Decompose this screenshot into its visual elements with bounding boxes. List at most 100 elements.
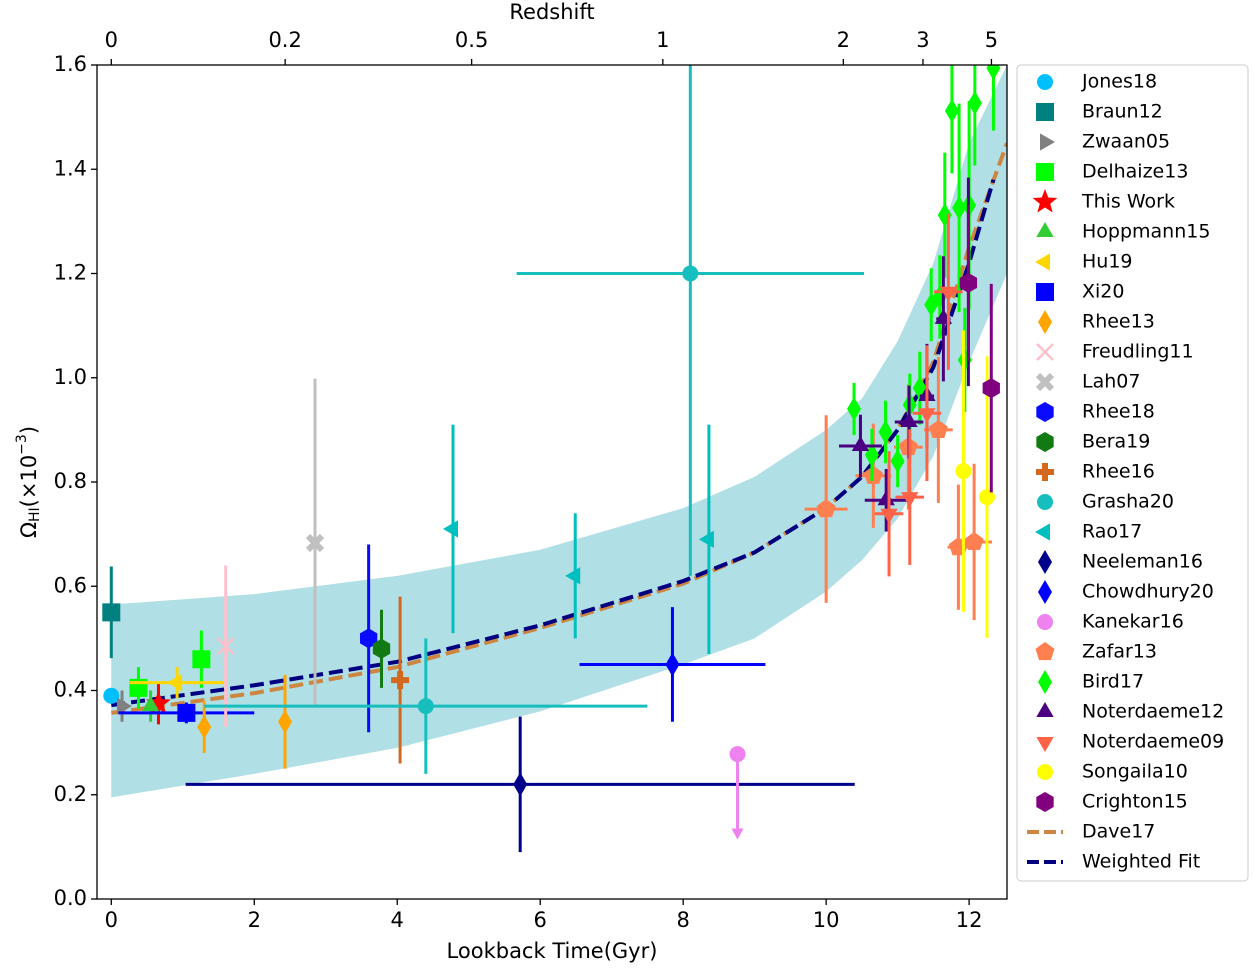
y-label-part: ) [17,426,41,434]
legend-label: Weighted Fit [1082,851,1200,873]
data-point [391,671,410,690]
data-point [682,265,699,282]
legend-label: Crighton15 [1082,791,1188,813]
y-tick-label: 0.0 [54,886,87,910]
data-point [952,195,967,220]
legend-marker [1036,463,1054,481]
legend-label: Hu19 [1082,251,1133,273]
data-point [177,703,196,722]
x-tick-label: 8 [676,908,689,932]
legend-label: Xi20 [1082,281,1124,303]
data-point [417,698,434,715]
data-point [359,628,378,649]
legend-marker [1036,283,1054,301]
legend-marker [1035,523,1050,541]
legend-marker [1037,494,1053,510]
data-point [513,772,528,797]
data-point [901,492,919,508]
data-point [939,286,958,302]
data-point [167,674,183,692]
y-label-sup: −3 [14,434,30,455]
y-label-sub: HI [27,507,43,522]
data-point [944,98,959,123]
data-point [698,530,714,548]
legend-label: Rhee16 [1082,461,1155,483]
legend-label: Freudling11 [1082,341,1194,363]
x2-tick-label: 0 [105,28,118,52]
legend-marker [1036,702,1054,717]
legend-label: Lah07 [1082,371,1140,393]
data-point [146,690,171,715]
legend-marker [1035,253,1050,271]
legend-label: Rhee13 [1082,311,1155,333]
y-label-part: Ω [17,522,41,538]
data-point [216,637,235,656]
legend-label: Braun12 [1082,101,1163,123]
data-point [978,489,995,506]
x-axis-label: Lookback Time(Gyr) [447,939,658,963]
data-point [955,463,972,480]
legend-label: Rhee18 [1082,401,1155,423]
y-tick-label: 1.0 [54,365,87,389]
x-tick-label: 6 [534,908,547,932]
legend-label: Noterdaeme12 [1082,701,1224,723]
x-tick-label: 12 [956,908,983,932]
data-point [890,449,905,474]
legend-marker [1038,310,1052,334]
plot-area [102,65,1007,853]
data-point [986,65,1001,81]
data-point [117,697,133,715]
legend-marker [1036,792,1054,812]
y-tick-label: 1.2 [54,261,87,285]
legend-label: Dave17 [1082,821,1155,843]
legend-marker [1032,189,1058,213]
legend-label: Noterdaeme09 [1082,731,1224,753]
x2-tick-label: 0.5 [455,28,488,52]
legend-label: This Work [1081,191,1175,213]
limit-arrowhead [731,828,744,840]
data-point [565,567,581,585]
legend-marker [1037,74,1053,90]
data-point [102,603,121,622]
data-point [278,709,293,734]
legend-marker [1038,670,1052,694]
x-tick-label: 4 [391,908,404,932]
y-tick-label: 0.4 [54,678,87,702]
data-point [982,378,1000,399]
x2-tick-label: 0.2 [268,28,301,52]
legend-marker [1036,432,1054,452]
x2-tick-label: 3 [916,28,929,52]
legend: Jones18 Braun12 Zwaan05 Delhaize13 This Work… [1027,71,1224,873]
legend-marker [1037,614,1053,630]
y-tick-label: 1.4 [54,156,87,180]
legend-label: Hoppmann15 [1082,221,1210,243]
legend-label: Songaila10 [1082,761,1188,783]
x2-tick-label: 5 [985,28,998,52]
data-point [847,397,862,422]
x2-tick-label: 2 [837,28,850,52]
x-tick-label: 2 [248,908,261,932]
legend-marker [1036,222,1054,237]
legend-label: Rao17 [1082,521,1142,543]
x2-tick-label: 1 [656,28,669,52]
legend-label: Zafar13 [1082,641,1157,663]
legend-marker [1035,372,1055,392]
legend-label: Delhaize13 [1082,161,1188,183]
legend-label: Kanekar16 [1082,611,1184,633]
legend-label: Neeleman16 [1082,551,1203,573]
legend-marker [1036,737,1054,752]
data-point [442,520,458,538]
data-point [964,531,984,551]
data-point [103,687,120,704]
legend-marker [1040,133,1055,151]
data-point [918,408,936,424]
data-point [959,272,978,293]
data-point [967,91,982,116]
legend-label: Jones18 [1081,71,1157,93]
x2-axis-label: Redshift [509,0,594,24]
legend-label: Zwaan05 [1082,131,1170,153]
x-tick-label: 0 [105,908,118,932]
data-point [305,533,325,553]
data-point [928,419,948,438]
